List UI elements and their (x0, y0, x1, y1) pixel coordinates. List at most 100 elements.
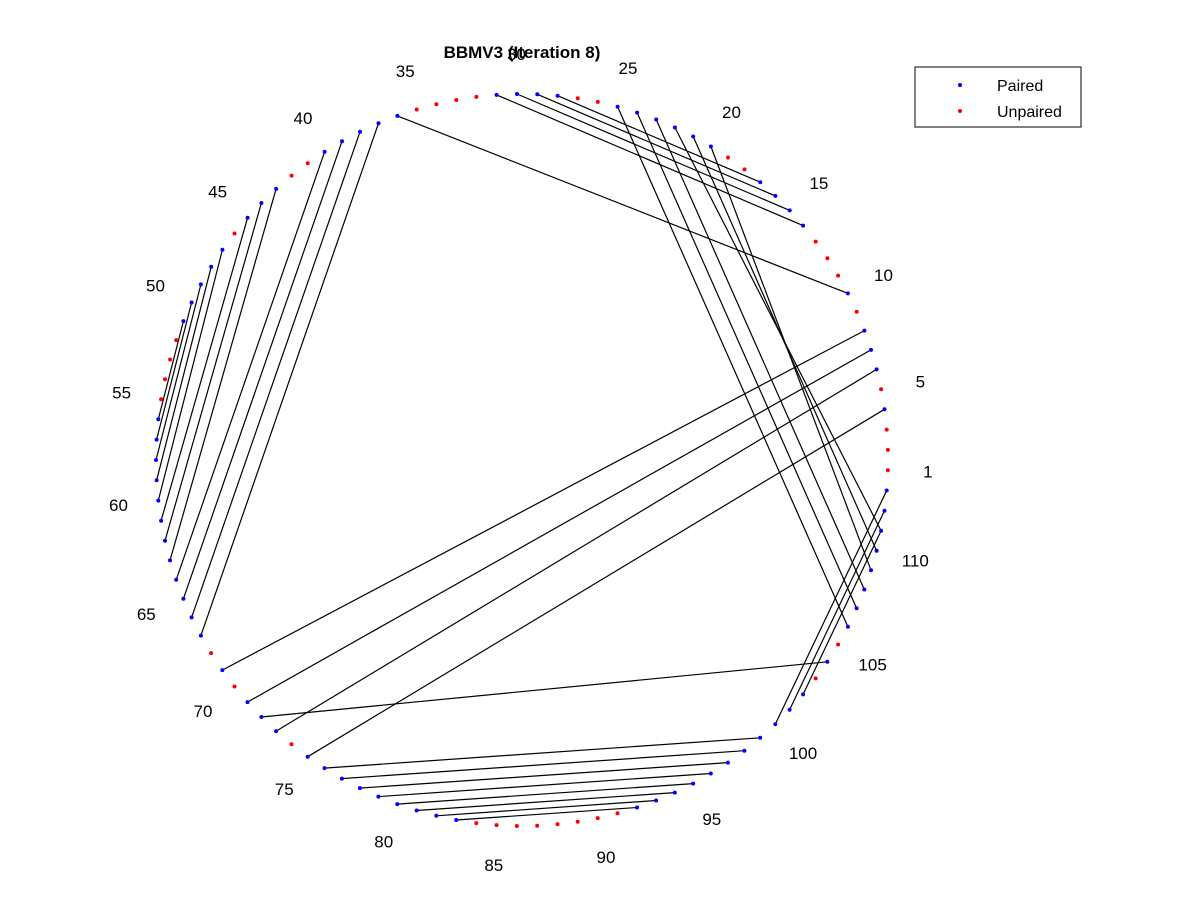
paired-point-36 (395, 113, 400, 118)
unpaired-point-54 (163, 377, 167, 382)
paired-point-22 (672, 125, 677, 130)
paired-point-15 (787, 208, 792, 213)
pair-line-49-58 (155, 284, 202, 461)
paired-point-95 (691, 781, 696, 786)
pair-line-100-113 (774, 490, 888, 725)
paired-point-78 (357, 786, 362, 791)
chart-title: BBMV3 (Iteration 8) (444, 43, 601, 62)
unpaired-point-70 (232, 684, 237, 689)
paired-point-77 (339, 776, 344, 781)
paired-point-56 (156, 417, 161, 422)
paired-point-69 (220, 668, 225, 673)
pair-line-81-94 (416, 792, 675, 812)
paired-point-59 (154, 478, 159, 483)
index-label-5: 5 (916, 373, 925, 392)
paired-point-112 (882, 508, 887, 513)
paired-point-44 (259, 201, 264, 205)
paired-point-25 (615, 104, 620, 109)
pair-line-82-93 (436, 799, 657, 817)
paired-point-38 (358, 129, 362, 134)
pair-line-83-92 (456, 806, 638, 821)
index-label-55: 55 (112, 384, 131, 403)
paired-point-40 (322, 149, 327, 154)
paired-point-83 (454, 818, 459, 822)
index-label-100: 100 (789, 744, 817, 763)
unpaired-point-55 (159, 397, 164, 402)
legend-unpaired-label: Unpaired (997, 104, 1062, 121)
unpaired-point-84 (474, 821, 479, 826)
paired-point-97 (725, 760, 730, 765)
paired-point-92 (635, 805, 639, 810)
pair-line-77-98 (341, 750, 745, 780)
paired-point-113 (884, 488, 889, 493)
pair-line-17-28 (557, 95, 761, 183)
paired-point-10 (845, 291, 850, 296)
pair-line-51-56 (157, 320, 184, 420)
unpaired-point-33 (454, 98, 459, 102)
paired-point-23 (654, 117, 659, 122)
pair-line-72-104 (261, 661, 828, 718)
unpaired-point-87 (535, 823, 540, 828)
paired-point-94 (672, 790, 677, 795)
pair-line-48-59 (156, 266, 212, 481)
paired-point-67 (198, 633, 203, 638)
index-label-95: 95 (702, 810, 721, 829)
paired-point-14 (801, 223, 806, 228)
unpaired-point-18 (742, 167, 747, 172)
pair-line-43-63 (169, 188, 277, 561)
paired-point-75 (305, 754, 310, 759)
paired-point-30 (515, 92, 519, 96)
paired-point-21 (691, 134, 696, 139)
paired-point-8 (862, 328, 867, 333)
index-label-60: 60 (109, 496, 128, 515)
paired-point-65 (181, 596, 186, 601)
legend-paired-marker (958, 83, 962, 87)
index-label-90: 90 (597, 848, 616, 867)
unpaired-point-42 (289, 173, 294, 178)
paired-point-4 (882, 407, 887, 412)
pair-line-37-67 (200, 123, 380, 636)
unpaired-point-105 (836, 642, 841, 647)
paired-point-110 (874, 548, 879, 553)
legend-paired-label: Paired (997, 78, 1043, 95)
paired-point-62 (163, 538, 167, 543)
paired-point-58 (154, 458, 158, 462)
legend: Paired Unpaired (914, 66, 1082, 128)
paired-point-80 (395, 802, 400, 807)
paired-point-96 (708, 771, 713, 776)
pair-line-44-62 (164, 202, 262, 541)
paired-point-93 (654, 798, 659, 803)
unpaired-point-74 (289, 742, 294, 747)
legend-unpaired-marker (958, 109, 962, 113)
paired-point-71 (245, 700, 250, 705)
paired-point-81 (414, 808, 419, 813)
pair-line-22-111 (674, 127, 882, 532)
unpaired-point-85 (494, 823, 499, 828)
pair-line-47-60 (157, 249, 223, 501)
unpaired-point-19 (726, 155, 730, 160)
index-label-25: 25 (619, 59, 638, 78)
pair-line-50-57 (156, 302, 193, 440)
index-label-1: 1 (923, 462, 932, 481)
unpaired-point-2 (885, 447, 890, 452)
unpaired-point-12 (825, 256, 830, 261)
paired-point-49 (198, 282, 203, 287)
paired-point-7 (869, 347, 873, 352)
paired-point-73 (274, 729, 279, 734)
legend-box (914, 66, 1082, 128)
index-label-40: 40 (294, 109, 313, 128)
pair-line-39-65 (182, 141, 343, 599)
paired-point-64 (174, 577, 179, 582)
pair-line-4-75 (307, 408, 885, 758)
pair-line-23-108 (655, 119, 865, 590)
pair-line-45-61 (160, 217, 249, 521)
paired-point-66 (189, 615, 194, 620)
unpaired-point-89 (575, 819, 580, 824)
paired-point-6 (874, 367, 879, 372)
paired-point-29 (535, 92, 540, 97)
paired-point-99 (758, 735, 763, 740)
paired-point-47 (220, 247, 225, 252)
paired-point-60 (156, 498, 161, 503)
pair-line-101-112 (789, 510, 886, 710)
